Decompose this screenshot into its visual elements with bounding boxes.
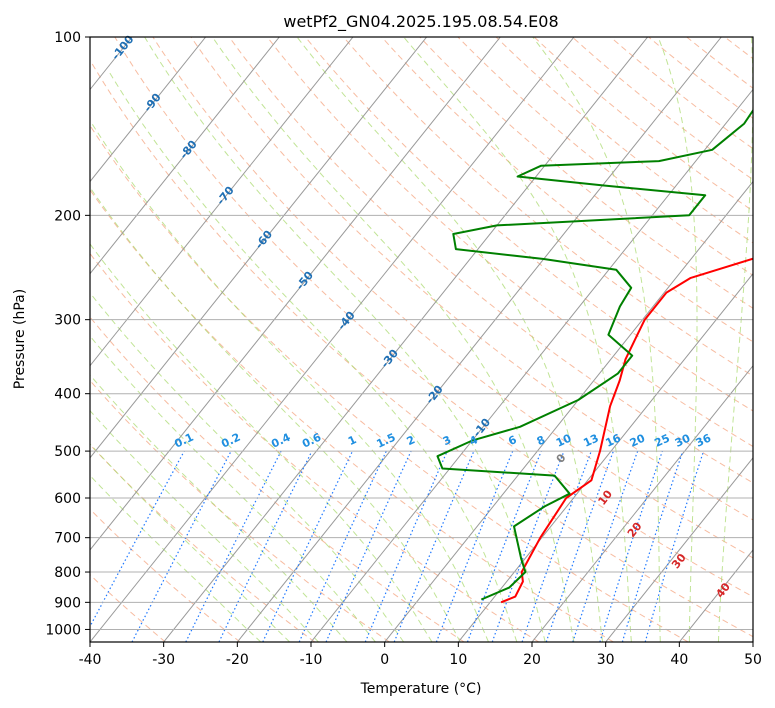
dry-adiabat	[305, 37, 753, 412]
x-tick-label: 20	[523, 652, 541, 668]
mixing-ratio-label: 20	[628, 431, 648, 449]
isotherm	[90, 37, 575, 642]
moist-adiabat	[90, 292, 405, 642]
moist-adiabat	[90, 186, 461, 642]
mixing-ratio-line	[521, 450, 592, 642]
x-axis-label: Temperature (°C)	[360, 681, 482, 697]
isotherm	[163, 37, 649, 642]
isotherm	[90, 37, 207, 183]
dry-adiabat	[495, 37, 753, 244]
plot-frame	[89, 36, 754, 643]
x-tick-label: 0	[380, 652, 389, 668]
y-tick-label: 1000	[45, 622, 81, 638]
moist-adiabat	[144, 37, 546, 642]
isotherm	[90, 37, 354, 367]
x-tick-label: -40	[79, 652, 102, 668]
y-tick-label: 200	[54, 208, 81, 224]
dry-adiabat	[533, 37, 753, 212]
isotherm	[90, 37, 428, 459]
chart-title: wetPf2_GN04.2025.195.08.54.E08	[283, 12, 558, 32]
moist-adiabat	[90, 374, 348, 642]
moist-adiabat	[90, 409, 319, 642]
y-tick-label: 400	[54, 387, 81, 403]
mixing-ratio-label: 13	[581, 432, 600, 450]
isotherm	[384, 180, 753, 642]
moist-adiabat	[90, 119, 489, 642]
dry-adiabat	[90, 508, 241, 642]
mixing-ratio-line	[644, 450, 705, 642]
moist-adiabat	[532, 37, 661, 642]
plot-background	[90, 37, 753, 642]
moist-adiabat	[296, 37, 604, 642]
moist-adiabat	[657, 37, 698, 642]
x-tick-label: 40	[670, 652, 688, 668]
mixing-ratio-line	[435, 450, 514, 642]
x-tick-label: 50	[744, 652, 762, 668]
mixing-ratio-label: 10	[554, 431, 574, 449]
isotherm	[605, 457, 753, 642]
mixing-ratio-label: 30	[673, 431, 693, 449]
mixing-ratio-line	[572, 450, 639, 642]
dry-adiabat	[114, 37, 753, 598]
y-axis-label: Pressure (hPa)	[12, 289, 28, 389]
y-tick-label: 300	[54, 313, 81, 329]
y-tick-label: 100	[54, 30, 81, 46]
dry-adiabat	[90, 316, 465, 642]
y-tick-label: 500	[54, 444, 81, 460]
y-axis-ticks: 100 200 300 400 500 600 700 800 900 1000	[45, 30, 90, 638]
y-tick-label: 700	[54, 531, 81, 547]
mixing-ratio-line	[599, 450, 663, 642]
temperature-profile	[500, 257, 753, 604]
moist-adiabat	[90, 243, 433, 642]
moist-adiabat	[403, 37, 632, 642]
mixing-ratio-line	[393, 450, 475, 642]
isotherm	[90, 37, 280, 275]
moist-adiabat	[90, 443, 291, 642]
mixing-ratio-line	[491, 450, 565, 642]
x-tick-label: 10	[449, 652, 467, 668]
mixing-ratio-label: 16	[604, 431, 624, 449]
mixing-ratio-line	[466, 450, 542, 642]
isotherm	[236, 37, 722, 642]
dry-adiabat	[228, 37, 753, 484]
mixing-ratio-line	[90, 450, 185, 628]
profile-lines	[436, 108, 753, 604]
y-tick-label: 800	[54, 565, 81, 581]
moist-adiabat	[90, 474, 262, 642]
pressure-grid	[90, 37, 753, 630]
mixing-ratio-line	[621, 450, 684, 642]
x-tick-label: -30	[152, 652, 175, 668]
dry-adiabat	[343, 37, 753, 377]
mixing-ratio-label: 25	[652, 432, 671, 450]
dry-adiabat	[190, 37, 753, 521]
y-tick-label: 900	[54, 595, 81, 611]
background-lines	[90, 37, 753, 642]
y-tick-label: 600	[54, 491, 81, 507]
dry-adiabat	[90, 443, 315, 642]
x-axis-ticks: -40 -30 -20 -10 0 10 20 30 40 50	[79, 642, 762, 668]
mixing-ratio-line	[185, 450, 282, 642]
mixing-ratio-line	[545, 450, 614, 642]
isotherm	[310, 88, 753, 642]
x-tick-label: -10	[300, 652, 323, 668]
dry-adiabat	[90, 252, 540, 642]
moist-adiabat	[718, 37, 753, 642]
mixing-ratio-line	[325, 450, 412, 642]
x-tick-label: -20	[226, 652, 249, 668]
moist-adiabat	[109, 72, 518, 642]
dry-adiabat	[90, 124, 689, 642]
dry-adiabat	[90, 189, 614, 642]
dry-adiabat	[381, 37, 753, 343]
mixing-ratio-line	[364, 450, 448, 642]
x-tick-label: 30	[597, 652, 615, 668]
isotherm	[90, 37, 501, 551]
dewpoint-profile	[436, 108, 753, 601]
isotherm	[531, 364, 753, 642]
mixing-ratio-label: 36	[694, 431, 714, 449]
